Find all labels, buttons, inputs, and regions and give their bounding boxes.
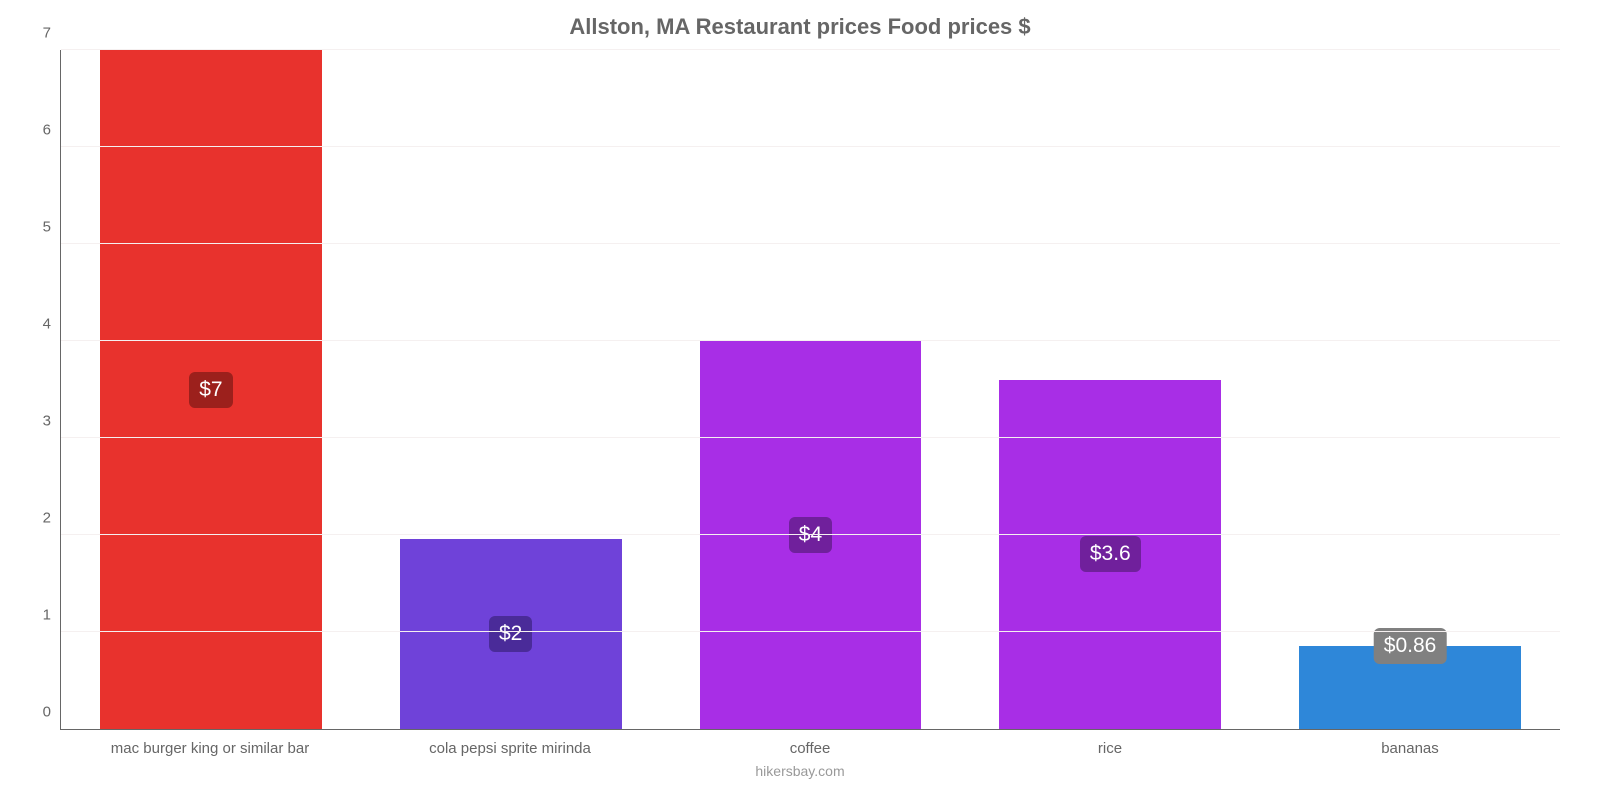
bar-slot: $0.86 bbox=[1260, 50, 1560, 729]
value-badge: $3.6 bbox=[1080, 536, 1141, 572]
x-axis-label: cola pepsi sprite mirinda bbox=[360, 740, 660, 757]
grid-line bbox=[61, 340, 1560, 341]
bar: $2 bbox=[400, 539, 622, 729]
grid-line bbox=[61, 631, 1560, 632]
y-tick-label: 0 bbox=[43, 704, 61, 721]
y-tick-label: 5 bbox=[43, 219, 61, 236]
chart-title: Allston, MA Restaurant prices Food price… bbox=[30, 10, 1570, 50]
y-tick-label: 4 bbox=[43, 316, 61, 333]
y-tick-label: 3 bbox=[43, 413, 61, 430]
grid-line bbox=[61, 437, 1560, 438]
bar: $4 bbox=[700, 341, 922, 729]
y-tick-label: 6 bbox=[43, 122, 61, 139]
bar: $3.6 bbox=[999, 380, 1221, 729]
bar-slot: $4 bbox=[661, 50, 961, 729]
value-badge: $7 bbox=[189, 372, 232, 408]
bar-slot: $2 bbox=[361, 50, 661, 729]
x-axis-labels: mac burger king or similar barcola pepsi… bbox=[60, 740, 1560, 757]
credit-text: hikersbay.com bbox=[30, 763, 1570, 779]
bar-slot: $3.6 bbox=[960, 50, 1260, 729]
value-badge: $0.86 bbox=[1374, 628, 1447, 664]
bar-chart: Allston, MA Restaurant prices Food price… bbox=[0, 0, 1600, 800]
bars-container: $7 $2 $4 $3.6 $0.86 bbox=[61, 50, 1560, 729]
x-axis-label: bananas bbox=[1260, 740, 1560, 757]
bar: $0.86 bbox=[1299, 646, 1521, 729]
plot-area: $7$2$4$3.6$0.86 01234567 bbox=[60, 50, 1560, 730]
value-badge: $2 bbox=[489, 616, 532, 652]
grid-line bbox=[61, 534, 1560, 535]
y-tick-label: 7 bbox=[43, 25, 61, 42]
bar-slot: $7 bbox=[61, 50, 361, 729]
value-badge: $4 bbox=[789, 517, 832, 553]
grid-line bbox=[61, 146, 1560, 147]
grid-line bbox=[61, 243, 1560, 244]
y-tick-label: 1 bbox=[43, 607, 61, 624]
y-tick-label: 2 bbox=[43, 510, 61, 527]
grid-line bbox=[61, 49, 1560, 50]
x-axis-label: mac burger king or similar bar bbox=[60, 740, 360, 757]
x-axis-label: coffee bbox=[660, 740, 960, 757]
bar: $7 bbox=[100, 50, 322, 729]
x-axis-label: rice bbox=[960, 740, 1260, 757]
